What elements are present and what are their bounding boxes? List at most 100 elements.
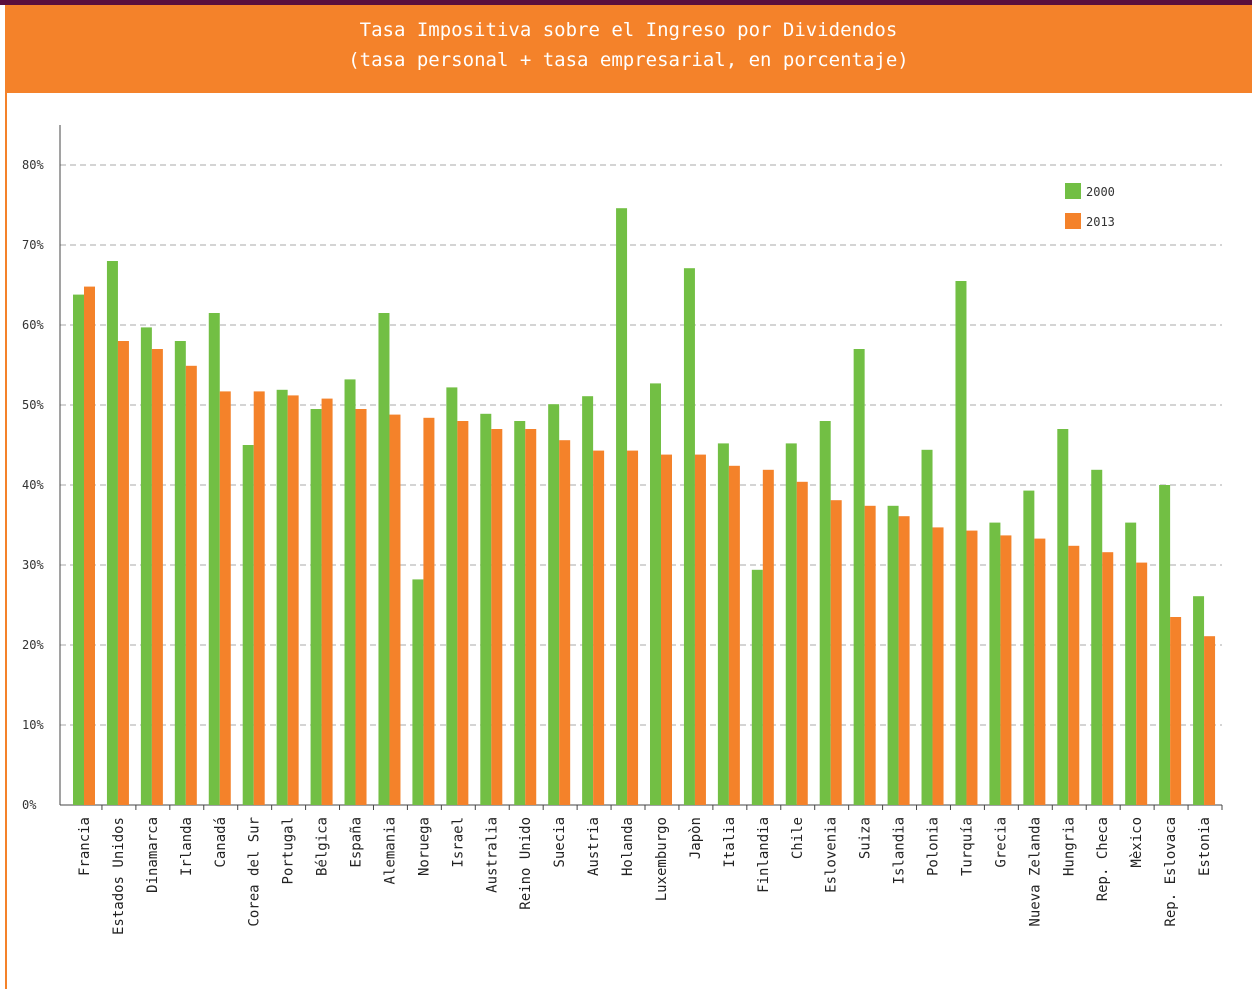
bar-2000 bbox=[819, 421, 831, 805]
y-tick-label: 60% bbox=[22, 318, 44, 332]
bar-2013 bbox=[219, 391, 231, 805]
bar-2000 bbox=[242, 445, 254, 805]
y-tick-label: 50% bbox=[22, 398, 44, 412]
bar-2013 bbox=[1068, 545, 1080, 805]
bar-2013 bbox=[117, 341, 129, 805]
category-label: Turquía bbox=[959, 817, 975, 876]
category-label: Mèxico bbox=[1129, 817, 1145, 868]
category-label: Grecia bbox=[993, 817, 1009, 868]
title-banner: Tasa Impositiva sobre el Ingreso por Div… bbox=[5, 5, 1252, 93]
category-label: Hungria bbox=[1061, 817, 1077, 876]
category-label: Irlanda bbox=[179, 817, 195, 876]
bar-2013 bbox=[830, 500, 842, 805]
bar-2013 bbox=[1034, 538, 1046, 805]
category-label: Bélgica bbox=[315, 817, 331, 876]
category-label: Portugal bbox=[281, 817, 297, 884]
bar-2013 bbox=[287, 395, 299, 805]
category-label: Dinamarca bbox=[145, 817, 161, 893]
bar-2013 bbox=[661, 454, 672, 805]
category-label: Reino Unido bbox=[518, 817, 534, 910]
category-label: España bbox=[349, 817, 365, 868]
bar-2013 bbox=[253, 391, 265, 805]
category-label: Estonia bbox=[1197, 817, 1213, 876]
bar-2013 bbox=[728, 465, 740, 805]
category-label: Estados Unidos bbox=[111, 817, 127, 935]
bar-2000 bbox=[480, 413, 492, 805]
bar-2000 bbox=[717, 443, 729, 805]
bar-2013 bbox=[423, 417, 435, 805]
category-label: Holanda bbox=[620, 817, 636, 876]
bar-2000 bbox=[140, 327, 152, 805]
y-tick-label: 30% bbox=[22, 558, 44, 572]
category-label: Islandia bbox=[892, 817, 908, 884]
category-label: Luxemburgo bbox=[654, 817, 670, 901]
bar-2013 bbox=[151, 349, 163, 805]
bar-2013 bbox=[593, 450, 605, 805]
category-label: Polonia bbox=[926, 817, 942, 876]
legend-swatch-2013 bbox=[1065, 213, 1081, 229]
category-label: Israel bbox=[450, 817, 466, 868]
category-label: Italia bbox=[722, 817, 738, 868]
bar-2000 bbox=[1023, 490, 1035, 805]
bar-2000 bbox=[174, 341, 186, 805]
category-label: Australia bbox=[484, 817, 500, 893]
bar-2000 bbox=[1057, 429, 1069, 805]
category-label: Rep. Eslovaca bbox=[1163, 817, 1179, 927]
category-label: Eslovenia bbox=[824, 817, 840, 893]
category-label: Chile bbox=[790, 817, 806, 859]
bar-2000 bbox=[378, 313, 390, 805]
bar-2000 bbox=[1091, 469, 1103, 805]
category-label: Francia bbox=[77, 817, 93, 876]
bar-2000 bbox=[1159, 485, 1171, 805]
bar-2000 bbox=[853, 349, 865, 805]
bar-2000 bbox=[208, 313, 220, 805]
category-label: Rep. Checa bbox=[1095, 817, 1111, 901]
bar-2000 bbox=[73, 294, 84, 805]
chart-subtitle: (tasa personal + tasa empresarial, en po… bbox=[348, 49, 909, 71]
category-labels: Francia Estados Unidos Dinamarca Irlanda Can… bbox=[77, 817, 1213, 935]
bar-2000 bbox=[582, 396, 594, 805]
y-tick-label: 80% bbox=[22, 158, 44, 172]
bar-2013 bbox=[321, 398, 333, 805]
bar-2000 bbox=[989, 522, 1001, 805]
category-label: Alemania bbox=[382, 817, 398, 884]
bar-2013 bbox=[559, 440, 571, 805]
bar-2013 bbox=[1204, 636, 1216, 805]
bar-2013 bbox=[1000, 535, 1012, 805]
legend: 2000 2013 bbox=[1065, 183, 1115, 229]
category-label: Corea del Sur bbox=[247, 817, 263, 927]
bar-2013 bbox=[1102, 552, 1114, 805]
bars bbox=[73, 208, 1216, 806]
y-tick-label: 40% bbox=[22, 478, 44, 492]
bar-2000 bbox=[1193, 596, 1205, 805]
category-label: Suecia bbox=[552, 817, 568, 868]
bar-2000 bbox=[751, 569, 763, 805]
bar-2013 bbox=[355, 409, 367, 805]
bar-2013 bbox=[966, 530, 978, 805]
bar-2000 bbox=[616, 208, 628, 805]
bar-2013 bbox=[796, 481, 808, 805]
bar-2000 bbox=[446, 387, 458, 805]
top-stripe bbox=[0, 0, 1252, 5]
bar-2013 bbox=[1170, 617, 1182, 805]
bar-2000 bbox=[887, 505, 899, 805]
bar-2000 bbox=[106, 261, 118, 805]
left-border bbox=[5, 93, 7, 989]
bar-2013 bbox=[694, 454, 706, 805]
bar-2013 bbox=[932, 527, 944, 805]
bar-2000 bbox=[548, 404, 560, 805]
category-label: Suiza bbox=[858, 817, 874, 859]
bar-2000 bbox=[785, 443, 797, 805]
gridlines bbox=[60, 164, 1222, 726]
bar-2013 bbox=[457, 421, 469, 805]
bar-2013 bbox=[185, 365, 197, 805]
bar-2000 bbox=[955, 281, 967, 805]
category-label: Canadá bbox=[213, 817, 229, 868]
bar-2000 bbox=[650, 383, 661, 805]
bar-2013 bbox=[491, 429, 503, 805]
bar-2000 bbox=[344, 379, 356, 805]
category-label: Austria bbox=[586, 817, 602, 876]
y-tick-label: 10% bbox=[22, 718, 44, 732]
bar-2013 bbox=[1136, 562, 1148, 805]
category-label: Nueva Zelanda bbox=[1027, 817, 1043, 927]
